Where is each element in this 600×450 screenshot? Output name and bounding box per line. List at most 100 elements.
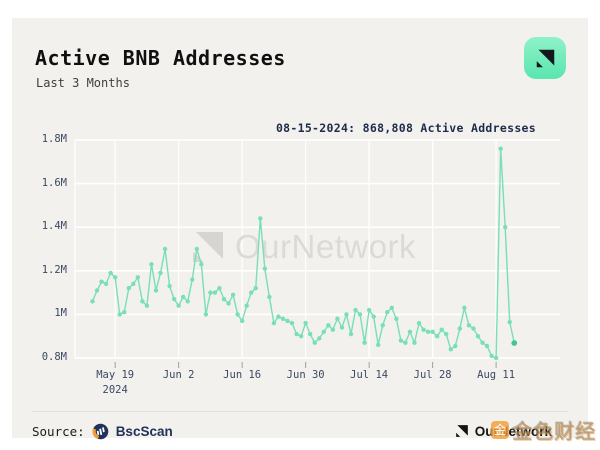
data-point[interactable] bbox=[221, 296, 227, 302]
data-point[interactable] bbox=[480, 340, 485, 345]
data-point[interactable] bbox=[412, 340, 417, 345]
data-point[interactable] bbox=[362, 340, 367, 345]
data-point[interactable] bbox=[90, 299, 95, 304]
data-point[interactable] bbox=[307, 331, 313, 337]
data-point[interactable] bbox=[244, 303, 249, 308]
data-point[interactable] bbox=[298, 334, 304, 339]
data-point[interactable] bbox=[303, 320, 308, 326]
data-point[interactable] bbox=[357, 312, 363, 317]
data-point[interactable] bbox=[230, 292, 236, 297]
data-point[interactable] bbox=[344, 312, 349, 317]
data-point[interactable] bbox=[289, 320, 295, 326]
data-point[interactable] bbox=[389, 305, 395, 311]
data-point[interactable] bbox=[353, 307, 358, 313]
data-point[interactable] bbox=[312, 340, 317, 345]
data-point[interactable] bbox=[239, 318, 245, 324]
data-point[interactable] bbox=[489, 353, 494, 359]
ournetwork-badge[interactable] bbox=[524, 37, 566, 79]
data-point[interactable] bbox=[407, 329, 413, 335]
y-tick-label: 1.2M bbox=[41, 263, 67, 276]
x-tick-label: Jun 16 bbox=[223, 369, 262, 381]
data-point[interactable] bbox=[112, 275, 118, 280]
data-point[interactable] bbox=[457, 326, 463, 331]
data-point[interactable] bbox=[253, 286, 258, 291]
data-point[interactable] bbox=[475, 334, 481, 339]
data-point[interactable] bbox=[321, 329, 326, 335]
data-point[interactable] bbox=[317, 336, 322, 341]
data-point[interactable] bbox=[212, 290, 218, 295]
data-point[interactable] bbox=[117, 312, 122, 317]
data-point[interactable] bbox=[366, 307, 372, 313]
data-point[interactable] bbox=[203, 312, 209, 317]
data-point[interactable] bbox=[126, 286, 131, 291]
data-point[interactable] bbox=[453, 343, 458, 349]
data-point[interactable] bbox=[380, 323, 385, 328]
data-point[interactable] bbox=[385, 310, 390, 315]
data-point[interactable] bbox=[285, 318, 290, 324]
data-point[interactable] bbox=[171, 296, 177, 302]
data-point[interactable] bbox=[235, 312, 240, 317]
data-point[interactable] bbox=[249, 290, 254, 295]
data-point-highlight[interactable] bbox=[511, 340, 518, 346]
data-point[interactable] bbox=[403, 340, 408, 345]
data-point[interactable] bbox=[280, 316, 286, 321]
jinse-watermark-label: 金色财经 bbox=[512, 421, 596, 443]
data-point[interactable] bbox=[217, 286, 222, 291]
data-point[interactable] bbox=[140, 299, 145, 304]
data-point[interactable] bbox=[190, 277, 195, 282]
data-point[interactable] bbox=[144, 303, 150, 308]
data-point[interactable] bbox=[276, 314, 281, 319]
data-point[interactable] bbox=[434, 334, 440, 339]
data-point[interactable] bbox=[158, 270, 163, 276]
watermark-label: OurNetwork bbox=[235, 228, 417, 265]
data-point[interactable] bbox=[181, 294, 186, 300]
data-point[interactable] bbox=[99, 279, 104, 284]
data-point[interactable] bbox=[330, 327, 336, 332]
data-point[interactable] bbox=[185, 299, 190, 304]
data-point[interactable] bbox=[94, 288, 100, 293]
data-point[interactable] bbox=[108, 270, 113, 276]
data-point[interactable] bbox=[122, 310, 127, 315]
data-point[interactable] bbox=[394, 316, 399, 321]
data-point[interactable] bbox=[376, 342, 381, 348]
data-point[interactable] bbox=[498, 146, 503, 151]
data-point[interactable] bbox=[167, 283, 172, 289]
data-point[interactable] bbox=[335, 316, 340, 321]
data-point[interactable] bbox=[425, 329, 431, 335]
data-point[interactable] bbox=[226, 301, 231, 306]
data-point[interactable] bbox=[348, 331, 354, 337]
data-point[interactable] bbox=[176, 303, 181, 308]
data-point[interactable] bbox=[398, 338, 404, 343]
data-point[interactable] bbox=[153, 288, 159, 293]
data-point[interactable] bbox=[326, 323, 331, 328]
data-point[interactable] bbox=[439, 327, 444, 332]
ournetwork-logo-icon bbox=[536, 49, 554, 67]
data-point[interactable] bbox=[294, 331, 299, 337]
data-point[interactable] bbox=[502, 225, 508, 230]
data-point[interactable] bbox=[493, 355, 499, 361]
data-point[interactable] bbox=[421, 327, 426, 332]
data-point[interactable] bbox=[466, 323, 472, 328]
jinse-coin-icon: 金 bbox=[491, 420, 509, 439]
data-point[interactable] bbox=[135, 275, 141, 280]
data-point[interactable] bbox=[131, 281, 136, 287]
data-point[interactable] bbox=[507, 319, 512, 325]
data-point[interactable] bbox=[444, 331, 449, 337]
data-point[interactable] bbox=[484, 343, 490, 349]
data-point[interactable] bbox=[149, 262, 154, 267]
data-point[interactable] bbox=[371, 314, 376, 319]
data-point[interactable] bbox=[416, 320, 422, 326]
source-attribution[interactable]: Source: BscScan bbox=[32, 423, 173, 440]
data-point[interactable] bbox=[258, 216, 263, 221]
data-point[interactable] bbox=[448, 347, 453, 352]
data-point[interactable] bbox=[339, 325, 345, 330]
data-point[interactable] bbox=[462, 305, 467, 311]
data-point[interactable] bbox=[430, 329, 435, 335]
data-point[interactable] bbox=[267, 294, 272, 300]
data-point[interactable] bbox=[162, 246, 168, 252]
data-point[interactable] bbox=[271, 320, 277, 326]
data-point[interactable] bbox=[471, 326, 476, 331]
data-point[interactable] bbox=[208, 290, 213, 295]
data-point[interactable] bbox=[103, 281, 109, 287]
data-point[interactable] bbox=[262, 266, 268, 271]
